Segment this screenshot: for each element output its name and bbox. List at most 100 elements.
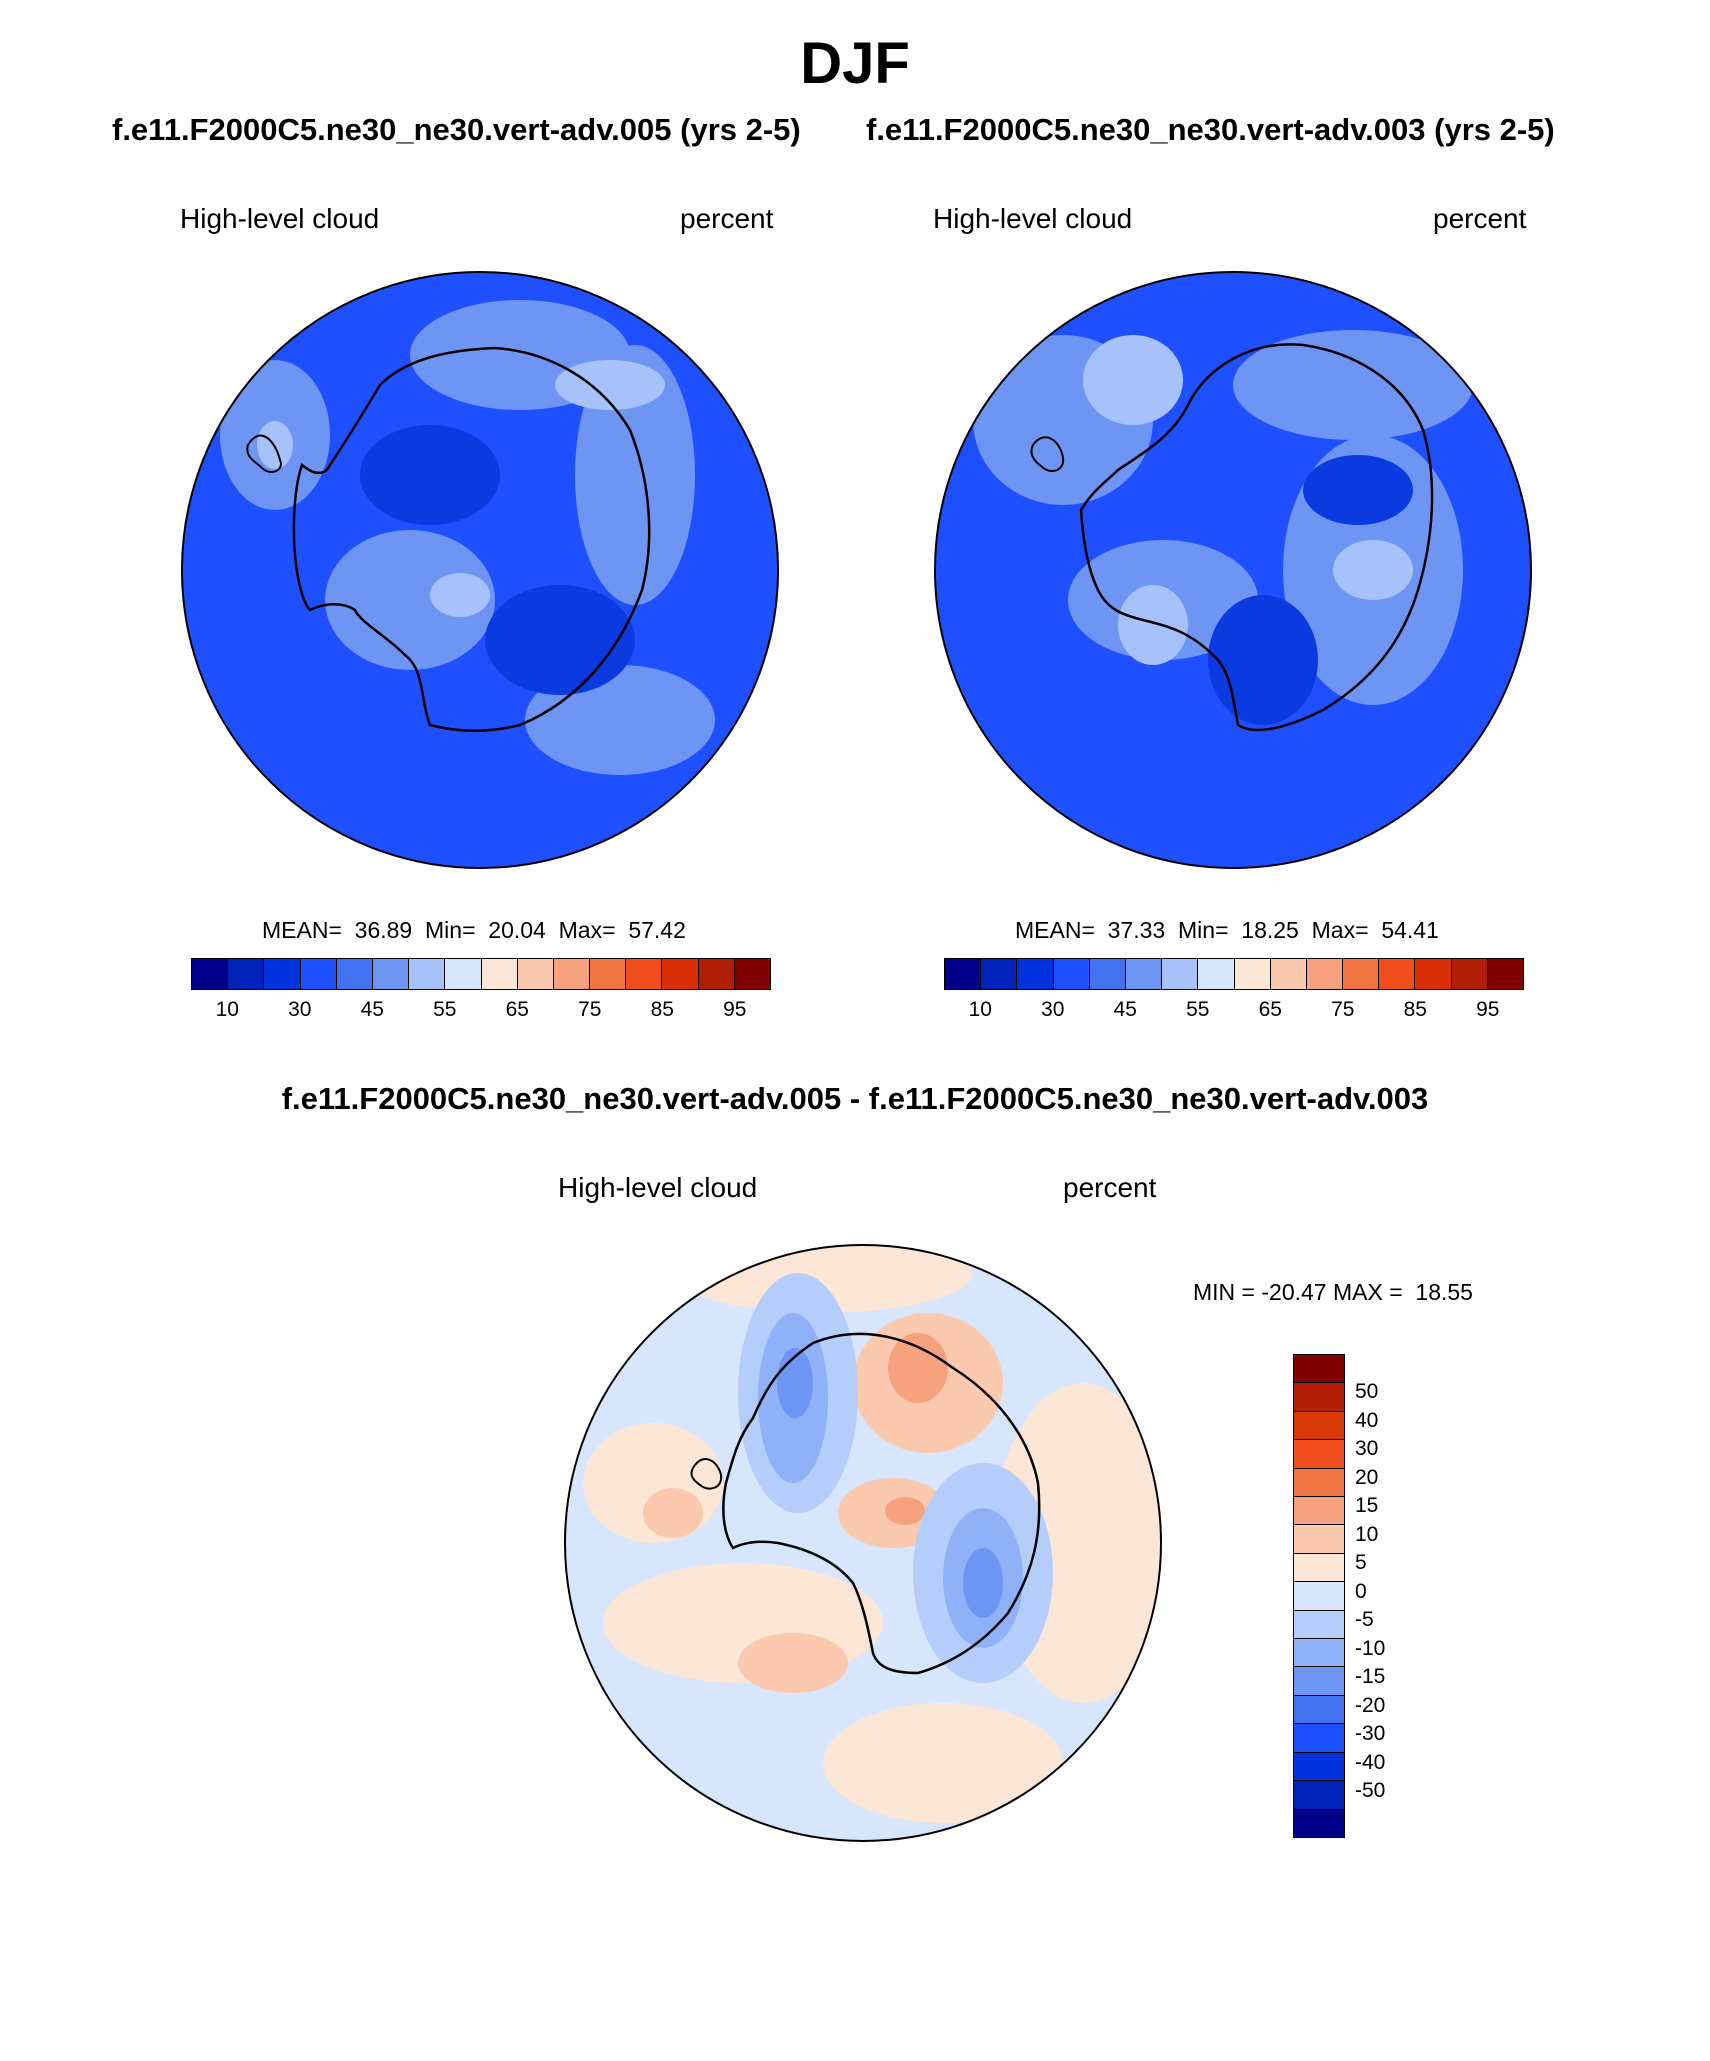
colorbar-tick-label: 10 [1355,1522,1379,1546]
colorbar-swatch [1125,959,1163,989]
right-polar-map [934,271,1532,869]
colorbar-tick-label: -50 [1355,1779,1386,1803]
colorbar-tick-label: 30 [1355,1437,1379,1461]
right-contour-lighter [1118,585,1188,665]
colorbar-tick-label: 85 [650,998,674,1021]
colorbar-swatch [1379,959,1416,989]
colorbar-swatch [1343,959,1380,989]
left-units-label: percent [680,203,774,234]
colorbar-tick-label: 65 [1258,998,1282,1021]
colorbar-swatch [1294,1497,1344,1526]
colorbar-swatch [1294,1781,1344,1810]
left-colorbar [191,958,771,990]
colorbar-swatch [981,959,1018,989]
colorbar-swatch [1294,1525,1344,1554]
left-contour-light [575,345,695,605]
colorbar-tick-label: 45 [360,998,384,1021]
diff-antarctica-coastline [722,1332,1041,1675]
diff-contour-cool3 [777,1348,813,1418]
left-variable-label: High-level cloud [180,203,380,234]
colorbar-tick-label: 45 [1113,998,1137,1021]
right-contour-dark [1208,595,1318,725]
right-panel-header: f.e11.F2000C5.ne30_ne30.vert-adv.003 (yr… [866,112,1555,147]
right-map-border [934,271,1532,869]
right-stats: MEAN= 37.33 Min= 18.25 Max= 54.41 [1015,917,1439,943]
left-panel-header: f.e11.F2000C5.ne30_ne30.vert-adv.005 (yr… [112,112,801,147]
colorbar-swatch [1294,1809,1344,1837]
colorbar-swatch [1294,1752,1344,1782]
left-contour-light [325,530,495,670]
colorbar-swatch [1294,1411,1344,1441]
diff-variable-label: High-level cloud [558,1172,758,1203]
figure-title: DJF [800,31,910,96]
colorbar-tick-label: -10 [1355,1636,1386,1660]
colorbar-swatch [734,959,770,989]
colorbar-swatch [1089,959,1126,989]
colorbar-swatch [1053,959,1090,989]
right-colorbar [944,958,1524,990]
colorbar-tick-label: 75 [1331,998,1355,1021]
colorbar-swatch [1487,959,1523,989]
colorbar-tick-label: 95 [723,998,747,1021]
left-peninsula-coastline [246,434,282,474]
diff-minmax: MIN = -20.47 MAX = 18.55 [1193,1279,1473,1305]
colorbar-swatch [1162,959,1199,989]
right-units-label: percent [1433,203,1527,234]
colorbar-swatch [1294,1440,1344,1469]
diff-units-label: percent [1063,1172,1157,1203]
colorbar-tick-label: 0 [1355,1579,1367,1603]
colorbar-swatch [1306,959,1344,989]
colorbar-tick-label: 50 [1355,1380,1379,1404]
colorbar-tick-label: -20 [1355,1693,1386,1717]
left-contour-dark [360,425,500,525]
colorbar-swatch [1294,1639,1344,1668]
colorbar-tick-label: 95 [1476,998,1500,1021]
colorbar-swatch [481,959,518,989]
colorbar-tick-label: 20 [1355,1465,1379,1489]
diff-colorbar-ticks: 50 40 30 20 15 10 5 0 -5 -10 -15 -20 -30 -40 -50 [1355,1354,1435,1838]
left-contour-lighter [555,360,665,410]
colorbar-tick-label: 10 [215,998,239,1021]
right-variable-label: High-level cloud [933,203,1133,234]
colorbar-tick-label: 55 [433,998,457,1021]
colorbar-tick-label: 85 [1403,998,1427,1021]
colorbar-swatch [1234,959,1271,989]
left-polar-map [181,271,779,869]
colorbar-swatch [1294,1610,1344,1640]
colorbar-swatch [1294,1667,1344,1696]
colorbar-tick-label: -30 [1355,1722,1386,1746]
colorbar-swatch [626,959,663,989]
colorbar-swatch [1294,1468,1344,1498]
diff-contour-warm3 [888,1333,948,1403]
diff-contour-warm [823,1703,1063,1823]
diff-contour-warm3 [885,1497,925,1525]
diff-peninsula-coastline [690,1458,723,1490]
colorbar-swatch [1294,1553,1344,1583]
colorbar-swatch [517,959,554,989]
colorbar-swatch [1198,959,1235,989]
colorbar-tick-label: 5 [1355,1551,1367,1575]
colorbar-swatch [445,959,482,989]
colorbar-tick-label: 30 [288,998,312,1021]
colorbar-swatch [698,959,735,989]
colorbar-swatch [372,959,410,989]
colorbar-tick-label: 55 [1186,998,1210,1021]
colorbar-tick-label: -40 [1355,1750,1386,1774]
colorbar-tick-label: -5 [1355,1608,1374,1632]
left-map-border [181,271,779,869]
colorbar-tick-label: 15 [1355,1494,1379,1518]
colorbar-swatch [945,959,982,989]
colorbar-tick-label: 30 [1041,998,1065,1021]
colorbar-tick-label: 10 [968,998,992,1021]
left-stats: MEAN= 36.89 Min= 20.04 Max= 57.42 [262,917,686,943]
colorbar-swatch [1294,1695,1344,1725]
right-antarctica-coastline [1079,343,1434,732]
diff-colorbar [1293,1354,1345,1838]
right-contour-lighter [1333,540,1413,600]
colorbar-tick-label: 40 [1355,1408,1379,1432]
diff-contour-warm2 [738,1633,848,1693]
colorbar-swatch [1294,1383,1344,1412]
colorbar-swatch [1017,959,1054,989]
colorbar-swatch [192,959,229,989]
diff-polar-map [564,1244,1162,1842]
